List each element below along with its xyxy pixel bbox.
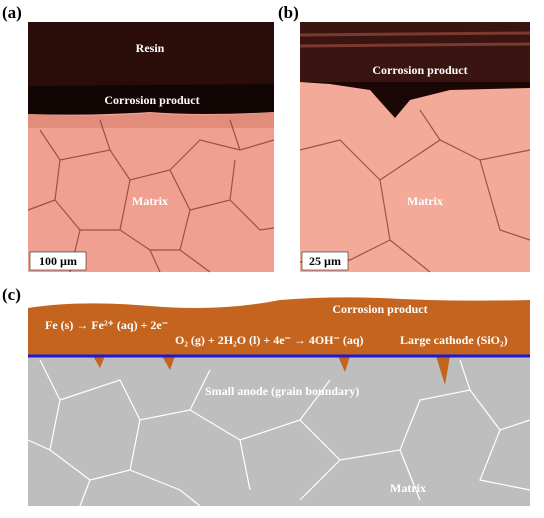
panel-label: (a) — [2, 3, 22, 22]
corrosion-label: Corrosion product — [372, 63, 467, 77]
scale-bar-label: 100 µm — [39, 254, 77, 268]
resin-label: Resin — [136, 41, 165, 55]
cathodic-reaction: O₂ (g) + 2H₂O (l) + 4e⁻ → 4OH⁻ (aq) — [175, 333, 364, 347]
matrix-label: Matrix — [132, 194, 168, 208]
panel-a: Resin Corrosion product Matrix 100 µm (a… — [2, 3, 275, 273]
matrix-region — [28, 356, 530, 506]
panel-label: (c) — [2, 285, 21, 304]
panel-label: (b) — [278, 3, 299, 22]
anode-label: Small anode (grain boundary) — [205, 384, 359, 398]
corrosion-layer — [28, 297, 530, 385]
anodic-reaction: Fe (s) → Fe²⁺ (aq) + 2e⁻ — [45, 318, 168, 332]
matrix-label: Matrix — [390, 481, 426, 495]
panel-b: Corrosion product Matrix 25 µm (b) — [278, 3, 531, 273]
corrosion-label: Corrosion product — [332, 302, 427, 316]
matrix-label: Matrix — [407, 194, 443, 208]
cathode-label: Large cathode (SiO₂) — [400, 333, 508, 347]
corrosion-label: Corrosion product — [104, 93, 199, 107]
panel-c: Corrosion product Fe (s) → Fe²⁺ (aq) + 2… — [2, 285, 531, 507]
scale-bar-label: 25 µm — [309, 254, 341, 268]
